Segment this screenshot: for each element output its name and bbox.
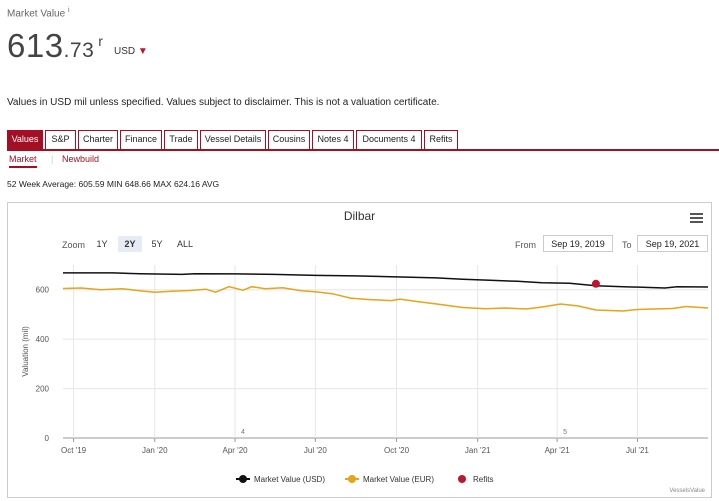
market-value: 613.73 r — [7, 27, 104, 64]
tab-finance[interactable]: Finance — [120, 130, 162, 149]
annotation-label: 4 — [241, 429, 245, 436]
x-tick-label: Oct '20 — [384, 446, 410, 455]
tab-cousins[interactable]: Cousins — [268, 130, 310, 149]
info-icon[interactable]: i — [67, 7, 70, 14]
refit-marker — [591, 279, 600, 288]
zoom-5y-button[interactable]: 5Y — [151, 239, 163, 249]
tab-s-p[interactable]: S&P — [45, 130, 76, 149]
legend-marker — [348, 475, 356, 483]
to-label: To — [622, 240, 632, 250]
subtab-newbuild[interactable]: Newbuild — [62, 154, 100, 164]
valuation-chart: 0 200 400 600 Oct '19 Jan '20 Apr '20 Jul '20 Oc… — [21, 265, 709, 484]
series-line-eur — [62, 285, 709, 312]
tab-bar: Values S&P Charter Finance Trade Vessel Detai… — [7, 130, 719, 151]
chart-credit: VesselsValue — [669, 488, 705, 494]
y-axis-label: Valuation (mil) — [21, 326, 30, 377]
caret-down-icon: ▼ — [137, 46, 148, 57]
tab-charter[interactable]: Charter — [78, 130, 118, 149]
week-average-stats: 52 Week Average: 605.59 MIN 648.66 MAX 6… — [7, 179, 220, 189]
chart-container: Dilbar Zoom 1Y 2Y 5Y ALL From To 0 200 400… — [7, 202, 712, 498]
tab-values[interactable]: Values — [7, 130, 43, 149]
chart-title: Dilbar — [343, 209, 376, 223]
subtab-market[interactable]: Market — [9, 154, 37, 168]
y-tick-label: 200 — [36, 385, 50, 394]
y-tick-label: 600 — [36, 286, 50, 295]
zoom-2y-button[interactable]: 2Y — [118, 236, 142, 252]
x-tick-label: Oct '19 — [61, 446, 87, 455]
zoom-1y-button[interactable]: 1Y — [96, 239, 108, 249]
x-tick-label: Apr '21 — [545, 446, 571, 455]
x-tick-label: Apr '20 — [223, 446, 249, 455]
legend-item-label: Market Value (USD) — [254, 475, 325, 484]
x-tick-label: Jul '21 — [626, 446, 649, 455]
tab-notes-4[interactable]: Notes 4 — [312, 130, 354, 149]
legend-marker — [239, 475, 247, 483]
currency-selector[interactable]: USD ▼ — [114, 46, 148, 57]
from-label: From — [515, 240, 536, 250]
menu-icon[interactable] — [690, 213, 703, 225]
tab-trade[interactable]: Trade — [164, 130, 198, 149]
subtab-separator: | — [51, 154, 54, 164]
disclaimer: Values in USD mil unless specified. Valu… — [7, 97, 440, 108]
y-tick-label: 400 — [36, 335, 50, 344]
zoom-label: Zoom — [62, 240, 86, 250]
zoom-all-button[interactable]: ALL — [176, 239, 193, 249]
annotation-label: 5 — [563, 429, 567, 436]
tab-documents-4[interactable]: Documents 4 — [356, 130, 422, 149]
to-date-input[interactable] — [637, 235, 708, 252]
legend-item-label: Refits — [473, 475, 493, 484]
x-tick-label: Jul '20 — [304, 446, 327, 455]
x-tick-label: Jan '21 — [465, 446, 491, 455]
from-date-input[interactable] — [543, 235, 613, 252]
tab-vessel-details[interactable]: Vessel Details — [200, 130, 266, 149]
tab-refits[interactable]: Refits — [424, 130, 458, 149]
x-tick-label: Jan '20 — [142, 446, 168, 455]
market-value-label: Market Value i — [7, 7, 70, 20]
legend-marker — [458, 475, 466, 483]
series-line-usd — [63, 272, 709, 289]
y-tick-label: 0 — [45, 434, 50, 443]
legend-item-label: Market Value (EUR) — [363, 475, 434, 484]
